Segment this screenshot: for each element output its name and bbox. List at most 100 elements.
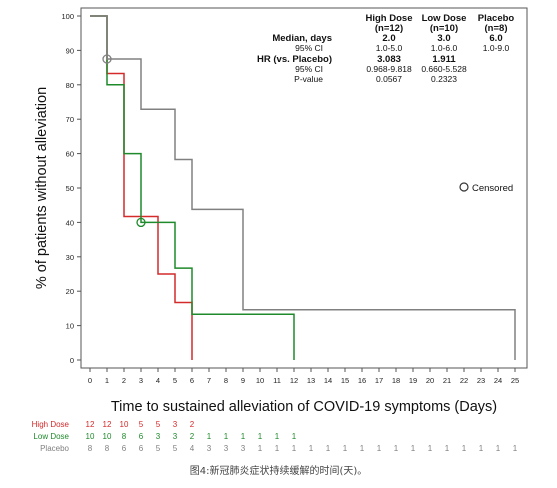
at-risk-count: 1	[394, 444, 399, 453]
at-risk-count: 1	[207, 432, 212, 441]
stats-row-label: 95% CI	[295, 64, 323, 74]
at-risk-count: 3	[207, 444, 212, 453]
x-tick-label: 25	[511, 376, 519, 385]
stats-row-label: P-value	[294, 74, 323, 84]
at-risk-count: 1	[428, 444, 433, 453]
x-tick-label: 12	[290, 376, 298, 385]
series-line-low-dose	[90, 15, 295, 360]
x-tick-label: 5	[173, 376, 177, 385]
at-risk-count: 1	[275, 432, 280, 441]
x-tick-label: 10	[256, 376, 264, 385]
at-risk-count: 1	[292, 432, 297, 441]
stats-value: 3.083	[377, 54, 401, 65]
stats-value: 1.911	[432, 54, 456, 65]
at-risk-count: 1	[377, 444, 382, 453]
y-tick-label: 60	[66, 150, 74, 159]
at-risk-count: 12	[103, 420, 112, 429]
at-risk-count: 2	[190, 420, 195, 429]
stats-value: 1.0-6.0	[431, 43, 458, 53]
x-tick-label: 8	[224, 376, 228, 385]
at-risk-count: 1	[309, 444, 314, 453]
y-tick-label: 90	[66, 46, 74, 55]
at-risk-count: 1	[411, 444, 416, 453]
stats-header-n: (n=8)	[485, 23, 508, 34]
figure-caption: 图4:新冠肺炎症状持续缓解的时间(天)。	[189, 466, 368, 477]
x-tick-label: 21	[443, 376, 451, 385]
y-tick-label: 100	[61, 12, 74, 21]
at-risk-count: 10	[120, 420, 129, 429]
x-tick-label: 17	[375, 376, 383, 385]
at-risk-count: 1	[445, 444, 450, 453]
at-risk-count: 5	[156, 444, 161, 453]
stats-value: 0.968-9.818	[366, 64, 412, 74]
x-tick-label: 2	[122, 376, 126, 385]
stats-value: 0.0567	[376, 74, 402, 84]
x-tick-label: 22	[460, 376, 468, 385]
x-tick-label: 0	[88, 376, 92, 385]
x-tick-label: 19	[409, 376, 417, 385]
y-axis-title: % of patients without alleviation	[34, 87, 50, 289]
at-risk-count: 10	[103, 432, 112, 441]
at-risk-count: 1	[496, 444, 501, 453]
at-risk-count: 8	[122, 432, 127, 441]
at-risk-count: 1	[292, 444, 297, 453]
at-risk-count: 1	[462, 444, 467, 453]
x-tick-label: 9	[241, 376, 245, 385]
at-risk-count: 3	[173, 432, 178, 441]
x-tick-label: 6	[190, 376, 194, 385]
x-tick-label: 7	[207, 376, 211, 385]
stats-value: 6.0	[489, 33, 502, 44]
stats-value: 0.2323	[431, 74, 457, 84]
at-risk-count: 3	[156, 432, 161, 441]
x-tick-label: 4	[156, 376, 160, 385]
stats-header: High Dose	[366, 13, 413, 24]
at-risk-group-label: High Dose	[32, 420, 70, 429]
at-risk-count: 1	[258, 444, 263, 453]
at-risk-count: 6	[122, 444, 127, 453]
at-risk-count: 3	[173, 420, 178, 429]
at-risk-count: 1	[513, 444, 518, 453]
y-tick-label: 0	[70, 356, 74, 365]
stats-row-label: Median, days	[272, 33, 332, 44]
stats-header-n: (n=10)	[430, 23, 458, 34]
at-risk-count: 6	[139, 432, 144, 441]
legend-censored-marker	[459, 182, 469, 192]
at-risk-count: 5	[139, 420, 144, 429]
at-risk-count: 1	[479, 444, 484, 453]
at-risk-count: 2	[190, 432, 195, 441]
at-risk-count: 8	[105, 444, 110, 453]
stats-value: 2.0	[382, 33, 395, 44]
at-risk-count: 6	[139, 444, 144, 453]
at-risk-count: 1	[241, 432, 246, 441]
censored-marker	[136, 217, 146, 228]
x-axis-title: Time to sustained alleviation of COVID-1…	[111, 399, 497, 415]
at-risk-count: 1	[343, 444, 348, 453]
y-tick-label: 30	[66, 253, 74, 262]
censored-marker	[102, 54, 112, 64]
legend-censored-label: Censored	[472, 183, 513, 194]
x-tick-label: 18	[392, 376, 400, 385]
x-tick-label: 15	[341, 376, 349, 385]
series-line-placebo	[90, 15, 516, 360]
at-risk-count: 3	[224, 444, 229, 453]
y-tick-label: 70	[66, 115, 74, 124]
at-risk-count: 1	[275, 444, 280, 453]
at-risk-count: 1	[224, 432, 229, 441]
y-tick-label: 20	[66, 287, 74, 296]
at-risk-count: 1	[258, 432, 263, 441]
x-tick-label: 11	[273, 376, 281, 385]
stats-header-n: (n=12)	[375, 23, 403, 34]
at-risk-count: 10	[86, 432, 95, 441]
stats-value: 0.660-5.528	[421, 64, 467, 74]
y-tick-label: 50	[66, 184, 74, 193]
stats-header: Low Dose	[422, 13, 467, 24]
x-tick-label: 3	[139, 376, 143, 385]
at-risk-group-label: Low Dose	[33, 432, 69, 441]
y-tick-label: 40	[66, 218, 74, 227]
stats-value: 1.0-5.0	[376, 43, 403, 53]
at-risk-count: 5	[173, 444, 178, 453]
y-tick-label: 80	[66, 81, 74, 90]
stats-row-label: 95% CI	[295, 43, 323, 53]
x-tick-label: 20	[426, 376, 434, 385]
